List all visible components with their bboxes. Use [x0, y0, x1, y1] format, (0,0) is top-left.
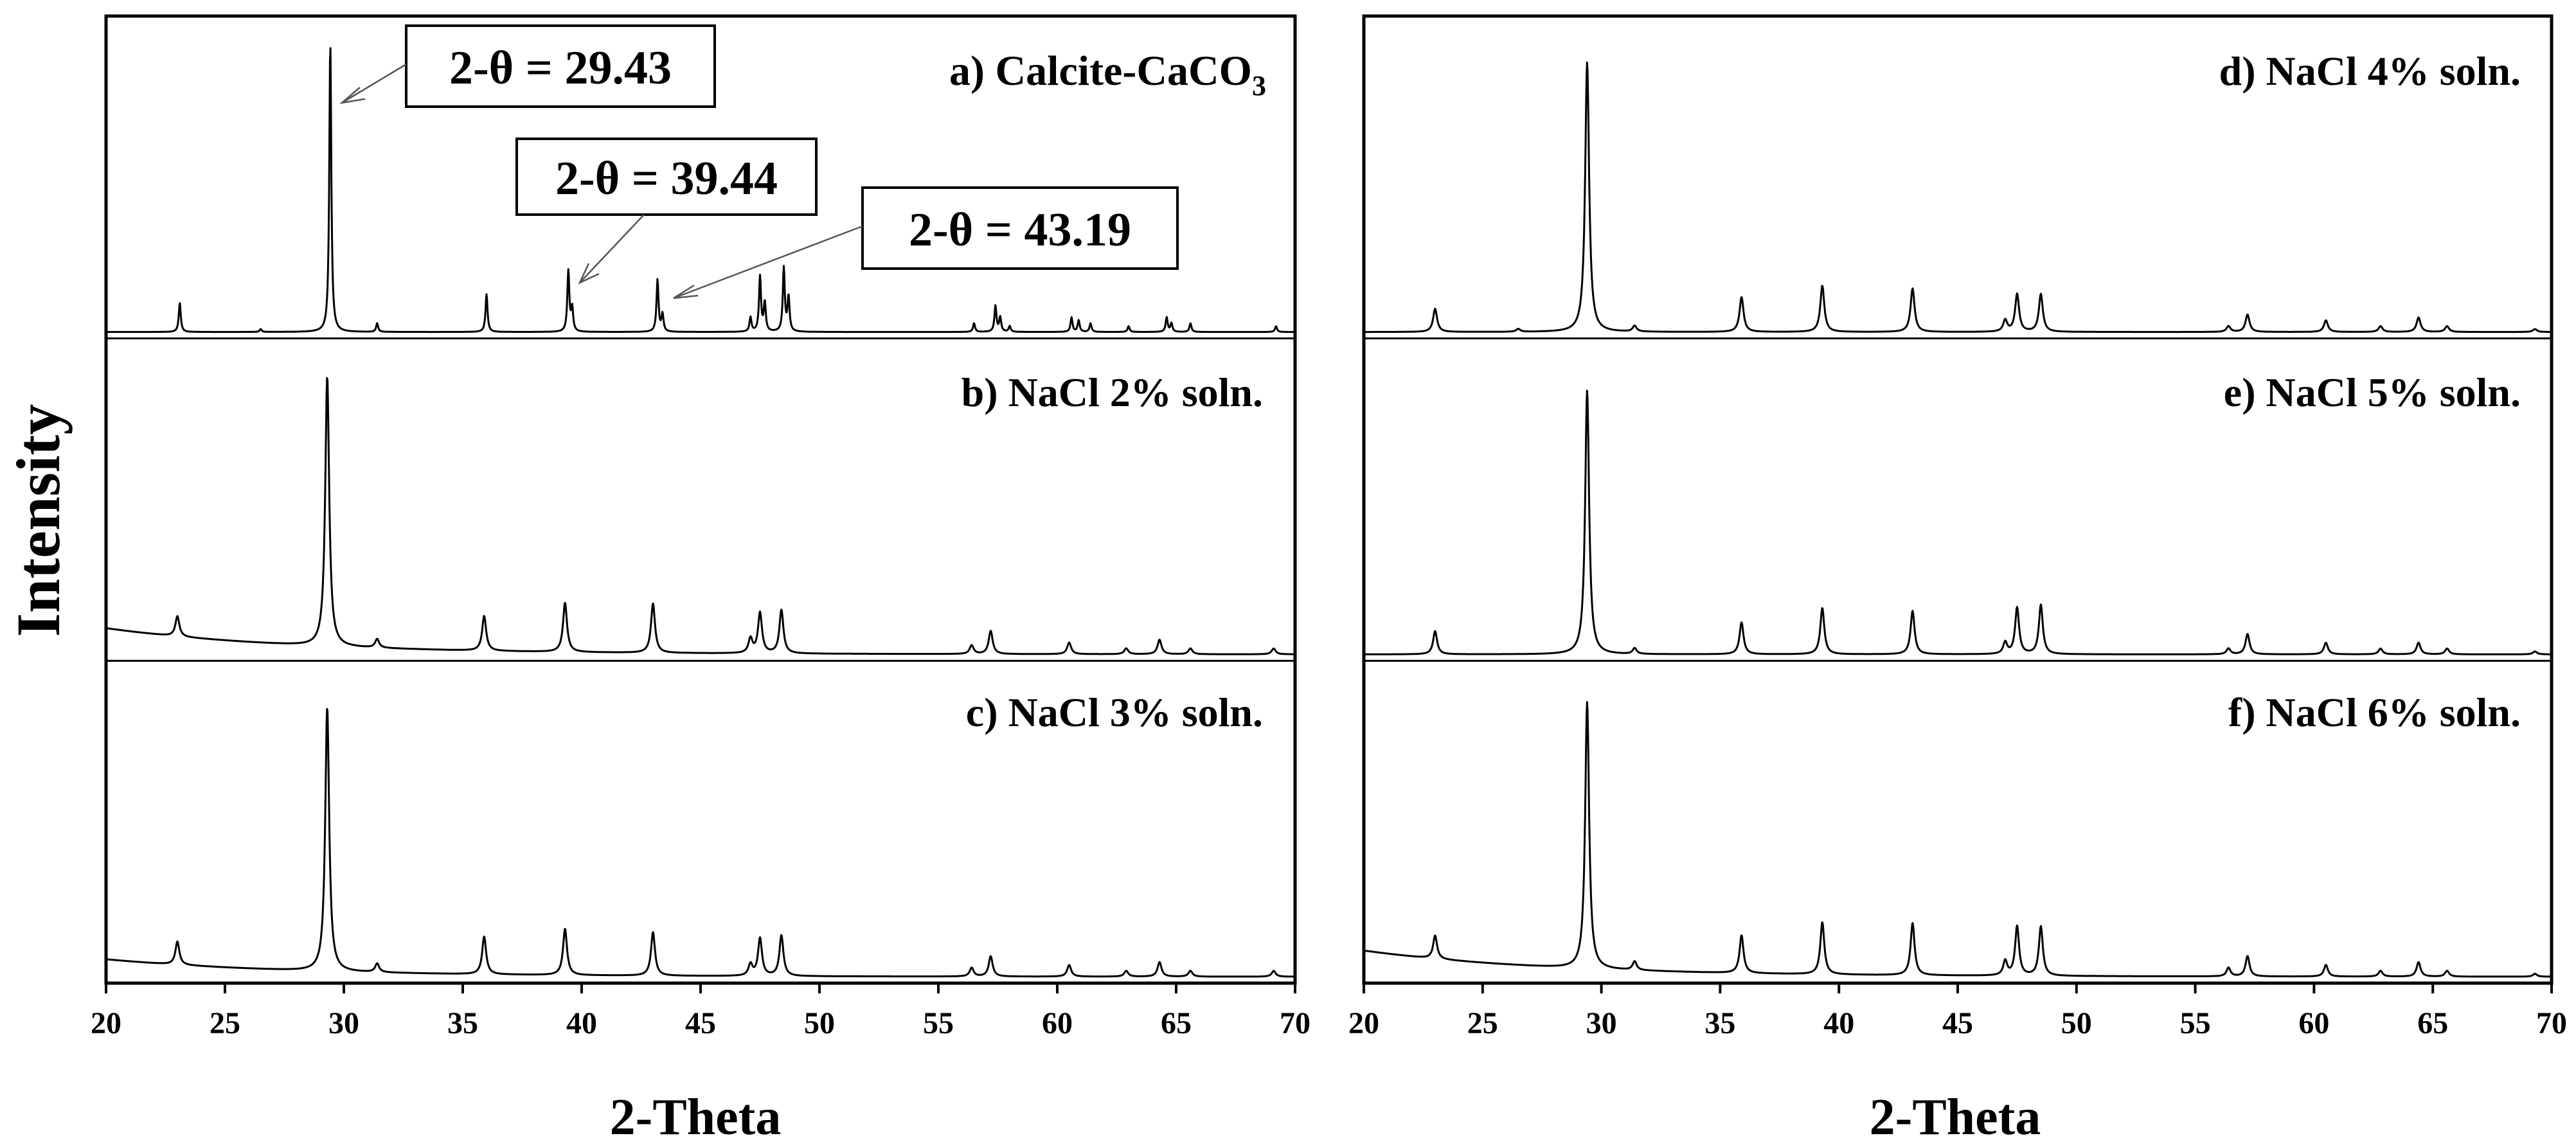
spectrum-d — [1363, 61, 2552, 333]
annotation-3-arrow — [673, 225, 863, 299]
spectrum-a — [105, 47, 1296, 333]
x-tick-label: 60 — [1042, 1006, 1073, 1040]
spectrum-c — [105, 707, 1296, 978]
annotation-1-text: 2-θ = 29.43 — [449, 42, 672, 94]
annotation-3-arrowhead — [673, 284, 699, 299]
x-tick-label: 30 — [328, 1006, 359, 1040]
svg-text:a) Calcite-CaCO3: a) Calcite-CaCO3 — [949, 48, 1266, 102]
x-tick-label: 50 — [804, 1006, 835, 1040]
annotation-2-arrow — [579, 214, 645, 283]
panels-layer: 20 25 30 35 40 45 50 55 60 65 70 20 25 30 35 40 45 50 55 60… — [91, 14, 2567, 1040]
spectrum-f — [1363, 701, 2552, 978]
x-tick-label: 60 — [2298, 1006, 2329, 1040]
annotation-1-box — [405, 24, 716, 108]
x-tick-label: 20 — [1348, 1006, 1379, 1040]
x-tick-label: 70 — [2536, 1006, 2567, 1040]
spectrum-b — [105, 377, 1296, 655]
annotation-1: 2-θ = 29.43 — [339, 24, 716, 108]
x-tick-label: 20 — [91, 1006, 121, 1040]
x-axis-label-left: 2-Theta — [610, 1089, 782, 1146]
label-a-main: a) Calcite-CaCO — [949, 48, 1252, 94]
chart-label-c: c) NaCl 3% soln. — [966, 689, 1263, 735]
label-a-sub: 3 — [1252, 70, 1266, 102]
annotation-3-box — [861, 186, 1179, 270]
annotation-2-arrowhead — [578, 263, 600, 285]
x-tick-label: 45 — [1942, 1006, 1973, 1040]
annotation-3: 2-θ = 43.19 — [673, 186, 1179, 299]
chart-label-d: d) NaCl 4% soln. — [2219, 48, 2521, 94]
x-tick-label: 40 — [1823, 1006, 1854, 1040]
annotation-1-arrowhead — [339, 87, 366, 104]
x-tick-label: 45 — [685, 1006, 716, 1040]
x-axis-label-right: 2-Theta — [1870, 1089, 2041, 1146]
x-tick-label: 35 — [447, 1006, 478, 1040]
chart-label-a: a) Calcite-CaCO3 — [949, 48, 1266, 102]
annotation-2-box — [515, 138, 818, 216]
x-tick-label: 65 — [2417, 1006, 2448, 1040]
chart-label-f: f) NaCl 6% soln. — [2228, 689, 2521, 735]
x-tick-label: 25 — [210, 1006, 240, 1040]
y-axis-label: Intensity — [4, 404, 73, 637]
annotation-3-text: 2-θ = 43.19 — [909, 204, 1131, 256]
annotation-2: 2-θ = 39.44 — [515, 138, 818, 285]
x-tick-label: 65 — [1161, 1006, 1192, 1040]
plot-frame-right — [1362, 14, 2554, 985]
x-tick-label: 30 — [1586, 1006, 1617, 1040]
x-tick-label: 70 — [1280, 1006, 1310, 1040]
x-tick-label: 35 — [1704, 1006, 1735, 1040]
x-tick-label: 55 — [2180, 1006, 2211, 1040]
annotation-1-arrow — [341, 63, 407, 104]
x-tick-label: 40 — [566, 1006, 597, 1040]
x-tick-label: 55 — [923, 1006, 954, 1040]
spectrum-e — [1363, 389, 2552, 655]
chart-label-e: e) NaCl 5% soln. — [2224, 369, 2521, 415]
x-tick-label: 50 — [2061, 1006, 2092, 1040]
chart-label-b: b) NaCl 2% soln. — [962, 369, 1263, 415]
x-tick-label: 25 — [1467, 1006, 1498, 1040]
annotation-2-text: 2-θ = 39.44 — [555, 152, 778, 205]
